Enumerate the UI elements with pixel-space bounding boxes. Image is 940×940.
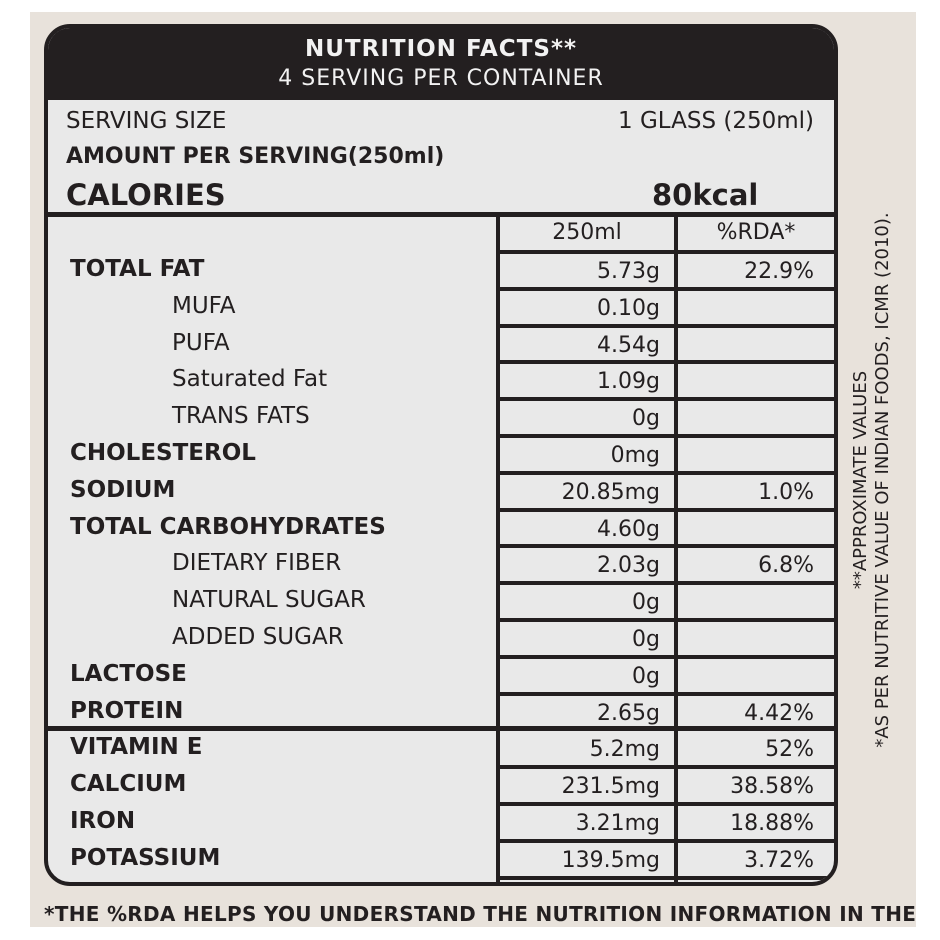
nutrient-amount: 0g <box>632 590 660 615</box>
nutrient-amount: 5.2mg <box>589 737 660 762</box>
row-separator <box>496 434 834 438</box>
nutrient-label: TRANS FATS <box>172 403 310 429</box>
row-separator <box>496 544 834 548</box>
calories-value: 80kcal <box>652 178 759 212</box>
nutrient-label: CHOLESTEROL <box>70 440 256 466</box>
nutrient-amount: 4.60g <box>597 517 660 542</box>
panel-title: NUTRITION FACTS** <box>305 36 577 62</box>
nutrient-label: NATURAL SUGAR <box>172 587 366 613</box>
nutrient-label: ADDED SUGAR <box>172 624 344 650</box>
nutrient-amount: 231.5mg <box>561 774 660 799</box>
nutrient-label: MUFA <box>172 293 236 319</box>
nutrient-amount: 0mg <box>610 443 660 468</box>
calories-label: CALORIES <box>66 178 226 212</box>
nutrient-label: PROTEIN <box>70 698 184 724</box>
nutrient-rda: 6.8% <box>758 553 814 578</box>
column-header-250ml: 250ml <box>552 220 622 245</box>
serving-size-value: 1 GLASS (250ml) <box>618 108 814 134</box>
nutrient-label: VITAMIN E <box>70 734 203 760</box>
nutrient-amount: 2.65g <box>597 701 660 726</box>
nutrient-amount: 0g <box>632 664 660 689</box>
serving-size-label: SERVING SIZE <box>66 108 227 134</box>
nutrient-label: LACTOSE <box>70 661 187 687</box>
nutrient-label: TOTAL FAT <box>70 256 205 282</box>
row-separator <box>496 250 834 254</box>
row-separator <box>496 508 834 512</box>
vitamins-divider <box>48 726 834 731</box>
row-separator <box>496 876 834 880</box>
row-separator <box>496 765 834 769</box>
nutrient-amount: 20.85mg <box>561 480 660 505</box>
nutrient-label: PUFA <box>172 330 230 356</box>
row-separator <box>496 802 834 806</box>
nutrient-amount: 1.09g <box>597 369 660 394</box>
row-separator <box>496 360 834 364</box>
nutrient-amount: 5.73g <box>597 259 660 284</box>
row-separator <box>496 581 834 585</box>
row-separator <box>496 324 834 328</box>
nutrient-rda: 52% <box>765 737 814 762</box>
nutrient-rda: 1.0% <box>758 480 814 505</box>
side-note-approximate: **APPROXIMATE VALUES <box>850 370 871 590</box>
row-separator <box>496 839 834 843</box>
nutrient-label: TOTAL CARBOHYDRATES <box>70 514 386 540</box>
nutrient-label: Saturated Fat <box>172 366 328 392</box>
panel-subtitle: 4 SERVING PER CONTAINER <box>278 66 604 91</box>
nutrient-rda: 38.58% <box>730 774 814 799</box>
row-separator <box>496 471 834 475</box>
nutrient-label: IRON <box>70 808 136 834</box>
nutrition-facts-panel: NUTRITION FACTS** 4 SERVING PER CONTAINE… <box>44 24 838 886</box>
nutrient-amount: 2.03g <box>597 553 660 578</box>
row-separator <box>496 287 834 291</box>
nutrient-label: CALCIUM <box>70 771 187 797</box>
calories-divider <box>48 212 834 217</box>
row-separator <box>496 692 834 696</box>
side-note-source: *AS PER NUTRITIVE VALUE OF INDIAN FOODS,… <box>872 212 893 748</box>
rda-footnote: *THE %RDA HELPS YOU UNDERSTAND THE NUTRI… <box>44 902 917 926</box>
panel-header: NUTRITION FACTS** 4 SERVING PER CONTAINE… <box>48 28 834 100</box>
row-separator <box>496 397 834 401</box>
nutrient-amount: 0g <box>632 627 660 652</box>
nutrient-amount: 139.5mg <box>561 848 660 873</box>
nutrient-rda: 22.9% <box>744 259 814 284</box>
column-divider-right <box>834 212 838 886</box>
column-header-rda: %RDA* <box>716 220 796 245</box>
nutrient-rda: 4.42% <box>744 701 814 726</box>
nutrient-amount: 0.10g <box>597 296 660 321</box>
nutrient-label: POTASSIUM <box>70 845 221 871</box>
row-separator <box>496 618 834 622</box>
nutrient-label: DIETARY FIBER <box>172 550 342 576</box>
nutrient-rda: 3.72% <box>744 848 814 873</box>
amount-per-serving-label: AMOUNT PER SERVING(250ml) <box>66 144 445 169</box>
nutrient-amount: 3.21mg <box>575 811 660 836</box>
row-separator <box>496 655 834 659</box>
nutrient-amount: 4.54g <box>597 333 660 358</box>
nutrient-amount: 0g <box>632 406 660 431</box>
nutrient-label: SODIUM <box>70 477 176 503</box>
nutrient-rda: 18.88% <box>730 811 814 836</box>
